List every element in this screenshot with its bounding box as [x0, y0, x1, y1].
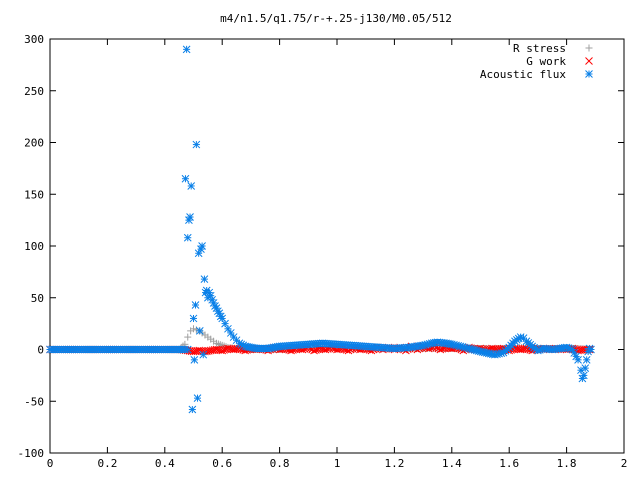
axes: 0 0.2 0.4 0.6 0.8 1 1.2 1.4 1.6 1.8 2 -100 -50 0 50 100… — [18, 33, 628, 470]
legend-marker — [585, 44, 593, 52]
data-point — [446, 340, 454, 348]
data-point — [512, 344, 521, 353]
data-point — [183, 233, 192, 242]
data-point — [225, 344, 234, 353]
x-tick-label: 2 — [621, 457, 628, 470]
data-point — [182, 45, 191, 54]
series-acoustic-flux — [46, 45, 595, 414]
data-point — [199, 350, 208, 359]
legend-label: R stress — [513, 42, 566, 55]
data-point — [231, 345, 240, 354]
data-point — [190, 325, 197, 333]
data-point — [224, 324, 232, 333]
y-tick-label: -100 — [18, 447, 45, 460]
x-tick-label: 1.4 — [442, 457, 462, 470]
data-point — [579, 371, 588, 380]
data-point — [566, 344, 575, 353]
data-point — [210, 345, 219, 354]
x-tick-label: 1.2 — [384, 457, 404, 470]
data-point — [214, 345, 223, 354]
series-layer — [46, 45, 595, 414]
data-point — [208, 346, 217, 355]
data-point — [221, 319, 229, 328]
y-tick-label: 50 — [31, 292, 44, 305]
data-point — [181, 174, 190, 183]
data-point — [187, 347, 196, 356]
data-point — [198, 242, 206, 250]
data-point — [184, 333, 192, 341]
data-point — [526, 340, 535, 349]
data-point — [190, 355, 199, 364]
data-point — [191, 301, 200, 309]
legend-label: Acoustic flux — [480, 68, 566, 81]
data-point — [195, 327, 204, 335]
y-tick-label: 250 — [24, 85, 44, 98]
y-tick-label: -50 — [24, 395, 44, 408]
y-tick-label: 0 — [37, 344, 44, 357]
data-point — [518, 345, 527, 354]
data-point — [191, 347, 200, 356]
data-point — [226, 329, 235, 337]
chart-title: m4/n1.5/q1.75/r-+.25-j130/M0.05/512 — [220, 12, 452, 25]
data-point — [193, 394, 202, 402]
x-tick-label: 0 — [47, 457, 54, 470]
data-point — [192, 140, 201, 149]
data-point — [572, 352, 581, 361]
x-tick-label: 1.6 — [499, 457, 519, 470]
data-point — [186, 213, 194, 221]
data-point — [582, 355, 591, 364]
data-point — [587, 345, 595, 354]
y-tick-label: 200 — [24, 137, 44, 150]
x-tick-label: 0.2 — [97, 457, 117, 470]
x-tick-label: 1 — [334, 457, 341, 470]
data-point — [187, 182, 196, 190]
legend-marker — [585, 70, 593, 78]
legend-marker — [585, 57, 593, 65]
x-tick-label: 0.6 — [212, 457, 232, 470]
data-point — [581, 364, 590, 372]
x-tick-label: 1.8 — [557, 457, 577, 470]
data-point — [188, 405, 197, 414]
y-tick-label: 150 — [24, 188, 44, 201]
legend-label: G work — [526, 55, 566, 68]
data-point — [193, 347, 202, 355]
x-tick-label: 0.4 — [155, 457, 175, 470]
data-point — [514, 334, 523, 343]
data-point — [227, 345, 236, 354]
data-point — [200, 275, 209, 283]
y-tick-label: 100 — [24, 240, 44, 253]
data-point — [179, 345, 187, 354]
y-tick-label: 300 — [24, 33, 44, 46]
data-point — [189, 314, 198, 323]
x-tick-label: 0.8 — [270, 457, 290, 470]
plot-frame — [49, 38, 625, 454]
data-point — [216, 341, 224, 349]
